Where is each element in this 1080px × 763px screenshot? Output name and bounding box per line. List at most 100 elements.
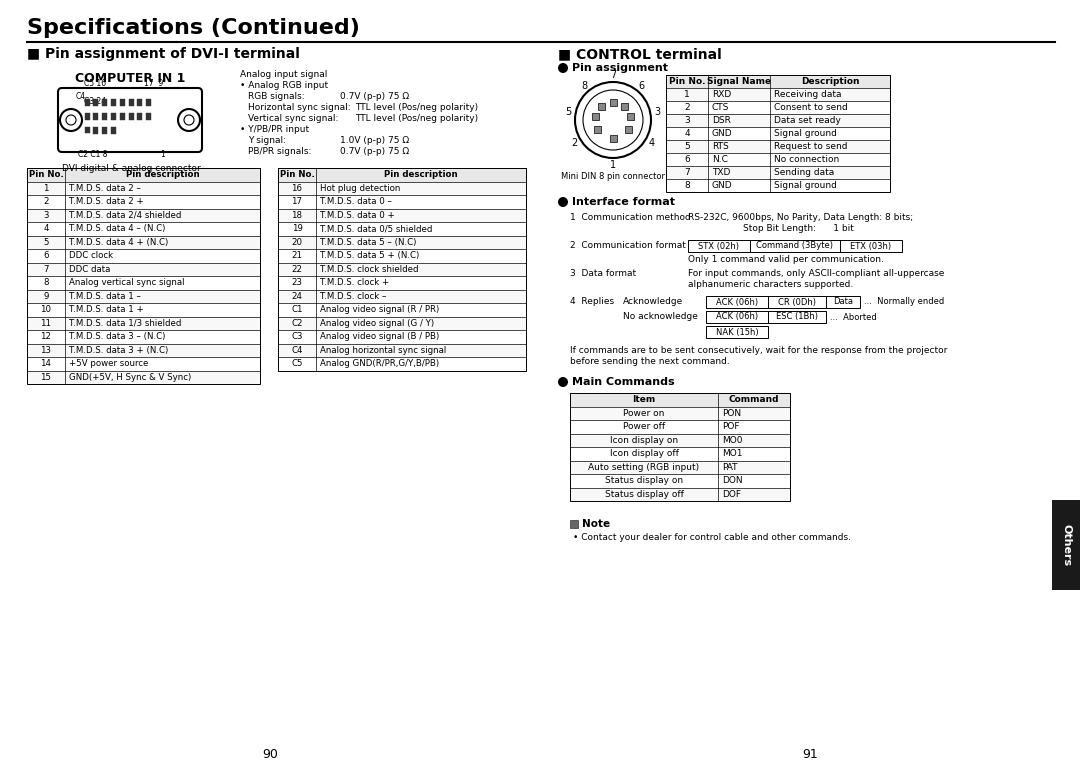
- Text: T.M.D.S. data 4 + (N.C): T.M.D.S. data 4 + (N.C): [69, 238, 168, 246]
- Text: Sending data: Sending data: [774, 168, 834, 177]
- Text: T.M.D.S. data 0/5 shielded: T.M.D.S. data 0/5 shielded: [320, 224, 432, 233]
- Text: Horizontal sync signal:: Horizontal sync signal:: [248, 103, 351, 112]
- Bar: [666, 75, 890, 88]
- Text: Icon display off: Icon display off: [609, 449, 678, 459]
- Bar: [120, 112, 124, 120]
- Text: ■ CONTROL terminal: ■ CONTROL terminal: [558, 47, 721, 61]
- Text: Item: Item: [633, 395, 656, 404]
- Bar: [27, 303, 260, 317]
- Text: T.M.D.S. data 1 +: T.M.D.S. data 1 +: [69, 305, 144, 314]
- Text: TXD: TXD: [712, 168, 730, 177]
- Bar: [598, 103, 605, 110]
- Bar: [278, 182, 526, 195]
- Text: Status display off: Status display off: [605, 490, 684, 499]
- Bar: [826, 296, 860, 308]
- Text: 2: 2: [571, 137, 577, 147]
- Bar: [666, 166, 890, 179]
- Circle shape: [558, 197, 568, 207]
- Text: Analog horizontal sync signal: Analog horizontal sync signal: [320, 346, 446, 355]
- Bar: [103, 127, 107, 134]
- Circle shape: [575, 82, 651, 158]
- Text: 1: 1: [43, 184, 49, 193]
- Bar: [570, 393, 789, 501]
- Text: 4  Replies: 4 Replies: [570, 297, 615, 306]
- Text: 10: 10: [41, 305, 52, 314]
- Bar: [103, 98, 107, 105]
- Text: RS-232C, 9600bps, No Parity, Data Length: 8 bits;: RS-232C, 9600bps, No Parity, Data Length…: [688, 213, 913, 222]
- Text: Pin description: Pin description: [384, 170, 458, 179]
- Bar: [27, 343, 260, 357]
- Text: 2: 2: [685, 103, 690, 112]
- Text: DDC data: DDC data: [69, 265, 110, 274]
- Text: Vertical sync signal:: Vertical sync signal:: [248, 114, 338, 123]
- Bar: [278, 236, 526, 249]
- Circle shape: [66, 115, 76, 125]
- Text: No connection: No connection: [774, 155, 839, 164]
- Text: C2 C1 8: C2 C1 8: [78, 150, 108, 159]
- Bar: [93, 98, 98, 105]
- Text: Hot plug detection: Hot plug detection: [320, 184, 401, 193]
- Bar: [570, 433, 789, 447]
- Text: DON: DON: [723, 476, 743, 485]
- Bar: [594, 125, 600, 133]
- Text: DSR: DSR: [712, 116, 731, 125]
- Text: 0.7V (p-p) 75 Ω: 0.7V (p-p) 75 Ω: [340, 147, 409, 156]
- Bar: [570, 488, 789, 501]
- Text: 15: 15: [41, 373, 52, 382]
- Text: ACK (06h): ACK (06h): [716, 313, 758, 321]
- Text: RTS: RTS: [712, 142, 729, 151]
- Bar: [27, 182, 260, 195]
- Circle shape: [60, 109, 82, 131]
- Text: ...  Normally ended: ... Normally ended: [864, 298, 944, 307]
- Text: For input commands, only ASCII-compliant all-uppercase: For input commands, only ASCII-compliant…: [688, 269, 944, 278]
- Bar: [27, 330, 260, 343]
- Text: 5: 5: [684, 142, 690, 151]
- Bar: [278, 276, 526, 289]
- Bar: [627, 114, 634, 121]
- Text: C1: C1: [292, 305, 302, 314]
- Text: STX (02h): STX (02h): [699, 242, 740, 250]
- Bar: [278, 208, 526, 222]
- Text: Note: Note: [582, 519, 610, 529]
- Text: • Contact your dealer for control cable and other commands.: • Contact your dealer for control cable …: [573, 533, 851, 542]
- Text: 1: 1: [684, 90, 690, 99]
- Bar: [137, 98, 143, 105]
- Text: N.C: N.C: [712, 155, 728, 164]
- Bar: [27, 168, 260, 384]
- Bar: [666, 114, 890, 127]
- Text: PON: PON: [723, 409, 741, 418]
- Text: 2  Communication format: 2 Communication format: [570, 241, 686, 250]
- Bar: [27, 289, 260, 303]
- Text: DDC clock: DDC clock: [69, 251, 113, 260]
- Bar: [84, 112, 90, 120]
- Text: Stop Bit Length:      1 bit: Stop Bit Length: 1 bit: [743, 224, 854, 233]
- Text: ETX (03h): ETX (03h): [850, 242, 892, 250]
- Bar: [609, 98, 617, 105]
- Text: 5: 5: [43, 238, 49, 246]
- Text: • Analog RGB input: • Analog RGB input: [240, 81, 328, 90]
- Bar: [666, 153, 890, 166]
- Bar: [278, 168, 526, 182]
- Bar: [570, 461, 789, 474]
- Text: Pin No.: Pin No.: [669, 77, 705, 86]
- Text: T.M.D.S. clock shielded: T.M.D.S. clock shielded: [320, 265, 419, 274]
- Text: 7: 7: [43, 265, 49, 274]
- Circle shape: [184, 115, 194, 125]
- Text: alphanumeric characters supported.: alphanumeric characters supported.: [688, 280, 853, 289]
- Bar: [666, 88, 890, 101]
- Text: Pin assignment: Pin assignment: [572, 63, 669, 73]
- Text: T.M.D.S. data 4 – (N.C): T.M.D.S. data 4 – (N.C): [69, 224, 165, 233]
- Bar: [27, 168, 260, 182]
- Bar: [706, 326, 768, 338]
- Text: ...  Aborted: ... Aborted: [831, 313, 877, 321]
- Text: 4: 4: [43, 224, 49, 233]
- Text: 3: 3: [654, 107, 660, 118]
- Bar: [146, 112, 151, 120]
- Text: Mini DIN 8 pin connector: Mini DIN 8 pin connector: [561, 172, 665, 181]
- Text: C3 24: C3 24: [84, 97, 106, 106]
- Text: T.M.D.S. data 0 –: T.M.D.S. data 0 –: [320, 198, 392, 206]
- Text: 1: 1: [160, 150, 165, 159]
- Text: before sending the next command.: before sending the next command.: [570, 357, 730, 366]
- Text: RXD: RXD: [712, 90, 731, 99]
- Text: Data set ready: Data set ready: [774, 116, 841, 125]
